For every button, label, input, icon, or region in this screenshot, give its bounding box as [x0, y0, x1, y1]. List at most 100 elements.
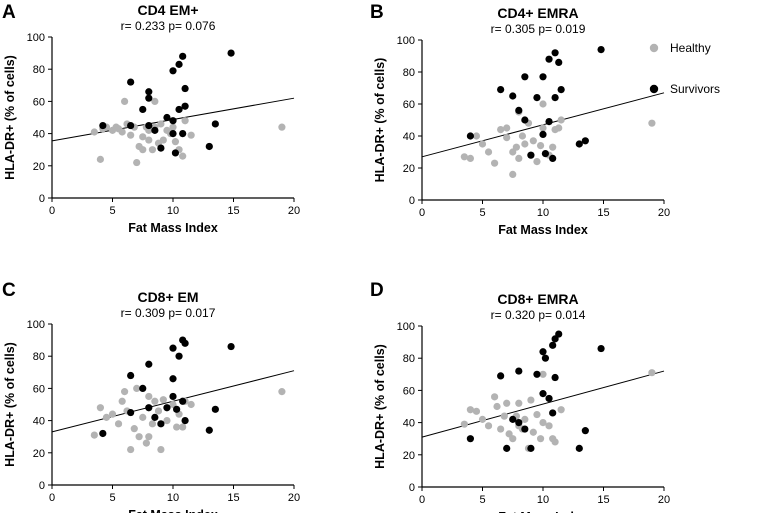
y-tick-label: 0: [409, 195, 415, 207]
scatter-point-healthy: [145, 433, 153, 441]
scatter-point-healthy: [539, 124, 547, 132]
scatter-point-survivors: [169, 392, 177, 401]
scatter-point-survivors: [179, 52, 187, 60]
scatter-point-survivors: [145, 88, 153, 96]
scatter-point-survivors: [533, 94, 541, 102]
scatter-point-healthy: [159, 136, 167, 144]
chart-stats: r= 0.305 p= 0.019: [491, 22, 586, 36]
scatter-point-survivors: [175, 352, 183, 360]
scatter-point-survivors: [527, 151, 535, 159]
y-tick-label: 60: [33, 383, 45, 395]
scatter-point-survivors: [557, 86, 565, 94]
scatter-point-healthy: [157, 120, 165, 128]
scatter-point-survivors: [181, 84, 189, 93]
scatter-point-survivors: [549, 341, 557, 349]
regression-line: [421, 370, 665, 438]
scatter-point-healthy: [509, 170, 517, 178]
scatter-point-survivors: [157, 420, 165, 428]
scatter-point-healthy: [555, 124, 563, 132]
scatter-point-healthy: [148, 146, 157, 154]
scatter-point-survivors: [175, 105, 183, 114]
scatter-point-survivors: [545, 118, 553, 126]
y-axis-label: HLA-DR+ (% of cells): [373, 344, 387, 469]
scatter-point-healthy: [497, 126, 505, 134]
scatter-point-survivors: [127, 408, 135, 417]
scatter-point-healthy: [521, 415, 529, 423]
scatter-point-survivors: [545, 394, 553, 403]
scatter-point-survivors: [549, 154, 557, 162]
scatter-point-healthy: [169, 123, 177, 131]
scatter-point-survivors: [551, 49, 559, 57]
scatter-point-survivors: [497, 372, 505, 380]
panels: A CD4 EM+r= 0.233 p= 0.076 0 5 10 15 20 0 20 40 60…: [2, 2, 670, 513]
scatter-point-survivors: [575, 444, 583, 452]
y-tick-label: 40: [403, 131, 415, 143]
scatter-point-survivors: [169, 344, 177, 352]
scatter-point-healthy: [460, 420, 468, 428]
scatter-point-healthy: [90, 431, 98, 439]
scatter-point-survivors: [541, 354, 550, 362]
chart-stats: r= 0.233 p= 0.076: [121, 19, 216, 33]
scatter-point-survivors: [145, 360, 153, 368]
scatter-point-survivors: [539, 130, 547, 138]
scatter-point-healthy: [121, 388, 129, 396]
x-tick-label: 15: [597, 494, 609, 506]
scatter-point-survivors: [169, 375, 177, 383]
scatter-point-survivors: [515, 106, 523, 114]
scatter-point-survivors: [466, 435, 474, 443]
x-tick-label: 15: [227, 492, 239, 504]
scatter-point-healthy: [472, 407, 481, 415]
chart-stats: r= 0.309 p= 0.017: [121, 306, 216, 320]
scatter-point-healthy: [491, 159, 499, 167]
panel-a: A CD4 EM+r= 0.233 p= 0.076 0 5 10 15 20 0 20 40 60…: [2, 2, 300, 235]
scatter-point-healthy: [179, 423, 187, 431]
panel-letter: D: [370, 280, 384, 301]
chart-title: CD8+ EM: [137, 289, 198, 305]
scatter-point-healthy: [127, 445, 135, 454]
legend-survivors-label: Survivors: [670, 82, 720, 96]
panel-letter: A: [2, 2, 16, 23]
panel-letter: B: [370, 2, 384, 23]
scatter-point-survivors: [555, 330, 563, 338]
x-axis-label: Fat Mass Index: [498, 223, 588, 237]
scatter-point-healthy: [139, 413, 147, 421]
y-tick-label: 60: [33, 96, 45, 108]
y-tick-label: 60: [403, 99, 415, 111]
scatter-point-survivors: [169, 117, 177, 125]
y-tick-label: 0: [39, 480, 45, 492]
scatter-point-survivors: [179, 397, 187, 405]
scatter-point-survivors: [99, 429, 107, 438]
chart-title: CD8+ EMRA: [497, 291, 578, 307]
x-tick-label: 0: [419, 207, 425, 219]
scatter-point-healthy: [145, 136, 153, 144]
scatter-point-healthy: [96, 404, 104, 412]
scatter-point-survivors: [169, 130, 177, 138]
x-tick-label: 20: [288, 492, 300, 504]
scatter-point-healthy: [529, 137, 537, 145]
scatter-point-healthy: [145, 392, 153, 401]
scatter-point-healthy: [533, 410, 541, 419]
scatter-point-healthy: [518, 132, 527, 140]
x-tick-label: 10: [537, 207, 549, 219]
scatter-point-survivors: [99, 121, 107, 130]
x-axis-label: Fat Mass Index: [128, 221, 218, 235]
scatter-point-survivors: [509, 415, 517, 423]
scatter-point-healthy: [151, 97, 159, 105]
scatter-point-healthy: [181, 117, 189, 125]
scatter-point-survivors: [515, 419, 523, 427]
scatter-point-survivors: [503, 444, 511, 452]
y-tick-label: 40: [33, 129, 45, 141]
scatter-point-healthy: [536, 142, 545, 150]
scatter-point-healthy: [179, 152, 187, 160]
scatter-point-survivors: [145, 121, 153, 130]
scatter-point-survivors: [205, 142, 213, 151]
x-tick-label: 0: [49, 492, 55, 504]
scatter-point-healthy: [497, 425, 505, 433]
scatter-point-survivors: [549, 409, 557, 417]
x-tick-label: 10: [167, 205, 179, 217]
scatter-point-survivors: [181, 339, 189, 347]
x-tick-label: 10: [167, 492, 179, 504]
scatter-point-survivors: [575, 140, 583, 148]
scatter-point-healthy: [539, 370, 547, 378]
